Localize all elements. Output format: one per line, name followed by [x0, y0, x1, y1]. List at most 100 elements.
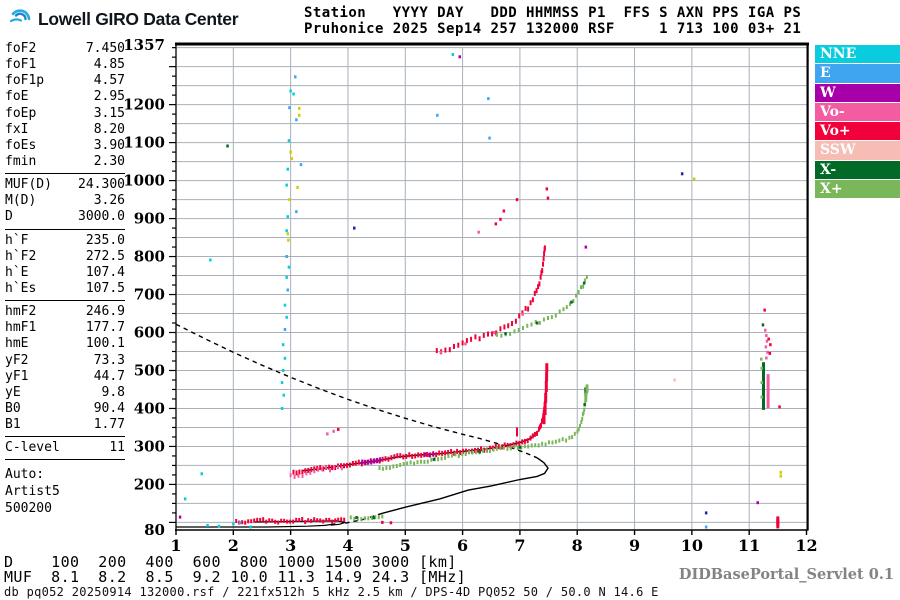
autoscaler-name: Artist5	[5, 484, 60, 499]
legend-item-E: E	[815, 64, 900, 84]
param-label: foF1	[5, 57, 37, 73]
y-tick-label: 1000	[123, 172, 165, 190]
param-value: 2.30	[93, 153, 125, 169]
param-label: yE	[5, 384, 21, 400]
series-es-trace-red	[235, 517, 346, 525]
param-value: 3.26	[93, 193, 125, 209]
param-value: 107.5	[85, 280, 125, 296]
measurement-header: Station YYYY DAY DDD HHMMSS P1 FFS S AXN…	[304, 5, 802, 37]
param-value: 3.90	[93, 137, 125, 153]
series-second-hop-red	[435, 245, 546, 355]
x-tick-label: 2	[228, 536, 239, 555]
param-value: 107.4	[85, 264, 125, 280]
param-separator	[5, 436, 125, 438]
y-tick-label: 200	[134, 475, 165, 493]
param-label: h`F2	[5, 248, 37, 264]
x-tick-label: 5	[400, 536, 411, 555]
series-o-trace-start-pink	[289, 465, 343, 479]
y-tick-label: 300	[134, 437, 165, 455]
param-row-hmE: hmE 100.1	[5, 336, 125, 352]
param-value: 272.5	[85, 248, 125, 264]
x-tick-label: 7	[514, 536, 525, 555]
gridlines	[177, 47, 807, 529]
param-label: yF2	[5, 352, 29, 368]
y-tick-label: 1357	[123, 36, 165, 54]
param-label: yF1	[5, 368, 29, 384]
param-row-fxI: fxI 8.20	[5, 122, 125, 138]
param-row-hF2: h`F2 272.5	[5, 249, 125, 265]
param-row-MD: M(D) 3.26	[5, 193, 125, 209]
param-row-fmin: fmin 2.30	[5, 154, 125, 170]
scattered-echoes	[178, 53, 782, 529]
param-value: 235.0	[85, 232, 125, 248]
param-row-B0: B0 90.4	[5, 401, 125, 417]
param-row-Clevel: C-level 11	[5, 440, 125, 456]
param-label: foEp	[5, 105, 37, 121]
param-row-D: D 3000.0	[5, 209, 125, 225]
param-label: M(D)	[5, 193, 37, 209]
series-w-mix-segment2	[424, 452, 435, 458]
y-tick-label: 1100	[123, 134, 165, 152]
x-tick-label: 4	[342, 536, 353, 555]
muf-distance-table: D 100 200 400 600 800 1000 1500 3000 [km…	[4, 555, 466, 584]
param-value: 246.9	[85, 304, 125, 320]
legend-item-NNE: NNE	[815, 45, 900, 65]
x-tick-label: 11	[738, 536, 760, 555]
legend-item-X: X+	[815, 180, 900, 200]
series-w-mix-segment	[361, 457, 382, 466]
y-tick-label: 1200	[123, 96, 165, 114]
param-row-hmF2: hmF2 246.9	[5, 304, 125, 320]
y-tick-label: 800	[134, 248, 165, 266]
curve-e-trace-fit	[176, 523, 336, 528]
legend-item-Vo: Vo-	[815, 102, 900, 123]
param-label: hmE	[5, 336, 29, 352]
axes	[169, 42, 809, 535]
param-label: foEs	[5, 137, 37, 153]
param-label: foF1p	[5, 73, 45, 89]
muf-row: MUF 8.1 8.2 8.5 9.2 10.0 11.3 14.9 24.3 …	[4, 567, 467, 586]
param-value: 2.95	[93, 89, 125, 105]
param-value: 3000.0	[78, 209, 125, 225]
param-label: hmF2	[5, 304, 37, 320]
x-tick-label: 1	[170, 536, 181, 555]
param-label: hmF1	[5, 320, 37, 336]
x-tick-label: 6	[457, 536, 468, 555]
autoscaler-version: 500200	[5, 501, 52, 516]
legend-item-X: X-	[815, 160, 900, 181]
param-row-B1: B1 1.77	[5, 417, 125, 433]
param-row-foF2: foF2 7.450	[5, 41, 125, 57]
y-tick-label: 900	[134, 210, 165, 228]
logo-text: Lowell GIRO Data Center	[38, 8, 239, 29]
param-label: B1	[5, 417, 21, 433]
param-row-foEp: foEp 3.15	[5, 106, 125, 122]
legend-item-W: W	[815, 83, 900, 103]
y-tick-label: 80	[144, 521, 165, 539]
param-row-hE: h`E 107.4	[5, 265, 125, 281]
param-value: 4.85	[93, 57, 125, 73]
param-label: h`F	[5, 232, 29, 248]
param-label: fxI	[5, 121, 29, 137]
param-separator	[5, 173, 125, 175]
param-row-yE: yE 9.8	[5, 385, 125, 401]
param-value: 11	[109, 440, 125, 456]
param-label: foF2	[5, 41, 37, 56]
y-tick-label: 700	[134, 286, 165, 304]
param-row-foF1p: foF1p 4.57	[5, 73, 125, 89]
param-value: 24.300	[78, 177, 125, 193]
header-columns-line: Station YYYY DAY DDD HHMMSS P1 FFS S AXN…	[304, 5, 802, 21]
param-label: h`Es	[5, 280, 37, 296]
param-value: 7.450	[85, 41, 125, 56]
param-row-foF1: foF1 4.85	[5, 57, 125, 73]
curve-transmission-curve-upper	[175, 323, 538, 459]
param-label: MUF(D)	[5, 177, 52, 193]
param-label: foE	[5, 89, 29, 105]
param-separator	[5, 459, 125, 461]
param-label: C-level	[5, 440, 60, 456]
legend-item-Vo: Vo+	[815, 122, 900, 142]
fitted-curves	[175, 323, 549, 528]
param-row-yF2: yF2 73.3	[5, 353, 125, 369]
param-value: 1.77	[93, 417, 125, 433]
giro-wave-icon	[9, 9, 31, 23]
